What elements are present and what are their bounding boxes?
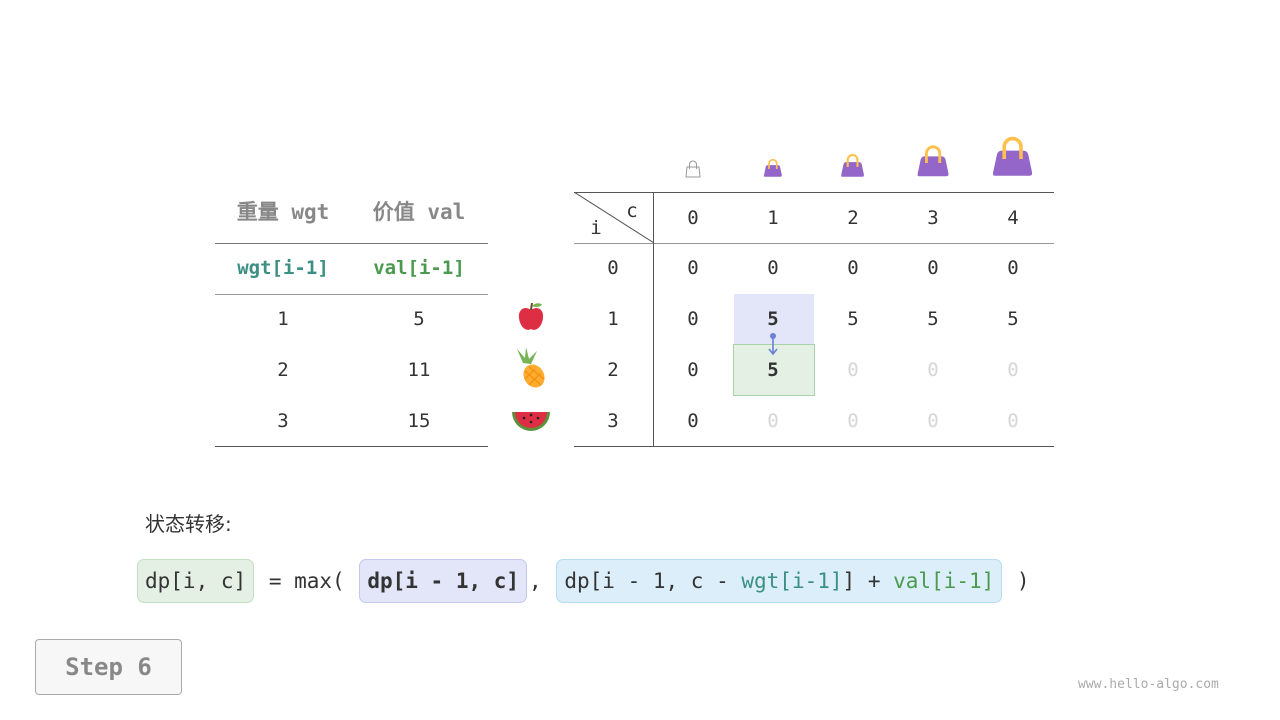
formula-comma: ,: [529, 569, 542, 593]
val-cell: 5: [413, 308, 425, 330]
dp-cell: 0: [927, 257, 939, 279]
row-header: 0: [607, 257, 619, 279]
formula-close: ): [1016, 569, 1030, 593]
divider: [653, 192, 654, 446]
bag-icon-2: [841, 153, 865, 177]
corner-diagonal: [574, 192, 654, 244]
bag-icon-3: [917, 145, 949, 177]
formula-lhs: dp[i, c]: [137, 559, 255, 603]
row-header: 2: [607, 359, 619, 381]
step-button[interactable]: Step 6: [35, 639, 182, 695]
dp-cell: 0: [687, 410, 699, 432]
formula-wgt: wgt[i-1]: [741, 569, 843, 593]
dp-cell: 0: [687, 257, 699, 279]
header-val: 价值 val: [372, 200, 466, 224]
dp-cell: 0: [847, 359, 859, 381]
formula-val: val[i-1]: [893, 569, 995, 593]
formula-eq: = max(: [268, 569, 345, 593]
header-wgt: 重量 wgt: [236, 200, 330, 224]
col-header: 3: [927, 207, 939, 229]
divider: [215, 243, 488, 244]
dp-cell: 0: [1007, 257, 1019, 279]
dp-cell: 0: [767, 257, 779, 279]
watermark: www.hello-algo.com: [1078, 677, 1219, 692]
corner-i-label: i: [590, 217, 602, 239]
row-header: 1: [607, 308, 619, 330]
dp-cell: 0: [1007, 410, 1019, 432]
col-header: 0: [687, 207, 699, 229]
divider: [574, 446, 1054, 447]
arrow-down-icon: [768, 333, 778, 356]
formula-label: 状态转移:: [145, 512, 232, 536]
col-header: 2: [847, 207, 859, 229]
watermelon-icon: [512, 412, 550, 431]
bag-icon-0: [685, 160, 701, 178]
formula-text: ] +: [842, 569, 894, 593]
wgt-cell: 2: [277, 359, 289, 381]
dp-cell: 5: [767, 359, 779, 381]
dp-cell: 5: [1007, 308, 1019, 330]
dp-cell: 0: [847, 410, 859, 432]
val-cell: 15: [407, 410, 431, 432]
val-cell: 11: [407, 359, 431, 381]
col-header: 4: [1007, 207, 1019, 229]
divider: [574, 192, 1054, 193]
dp-cell: 0: [687, 359, 699, 381]
formula-text: dp[i - 1, c -: [564, 569, 742, 593]
dp-cell: 5: [847, 308, 859, 330]
pineapple-icon: [517, 347, 545, 388]
wgt-cell: 3: [277, 410, 289, 432]
col-header: 1: [767, 207, 779, 229]
row-header: 3: [607, 410, 619, 432]
wgt-cell: 1: [277, 308, 289, 330]
divider: [574, 243, 1054, 244]
dp-cell: 5: [927, 308, 939, 330]
formula: dp[i, c] = max( dp[i - 1, c], dp[i - 1, …: [135, 559, 1030, 603]
dp-cell: 0: [927, 359, 939, 381]
dp-cell: 5: [767, 308, 779, 330]
formula-option-2: dp[i - 1, c - wgt[i-1]] + val[i-1]: [556, 559, 1003, 603]
divider: [215, 294, 488, 295]
bag-icon-4: [993, 136, 1033, 176]
formula-option-1: dp[i - 1, c]: [359, 559, 528, 603]
divider: [215, 446, 488, 447]
dp-cell: 0: [847, 257, 859, 279]
corner-c-label: c: [626, 200, 638, 222]
apple-icon: [518, 302, 544, 330]
dp-cell: 0: [927, 410, 939, 432]
dp-cell: 0: [1007, 359, 1019, 381]
dp-cell: 0: [687, 308, 699, 330]
subheader-val: val[i-1]: [373, 257, 465, 279]
subheader-wgt: wgt[i-1]: [237, 257, 329, 279]
bag-icon-1: [764, 159, 782, 177]
dp-cell: 0: [767, 410, 779, 432]
